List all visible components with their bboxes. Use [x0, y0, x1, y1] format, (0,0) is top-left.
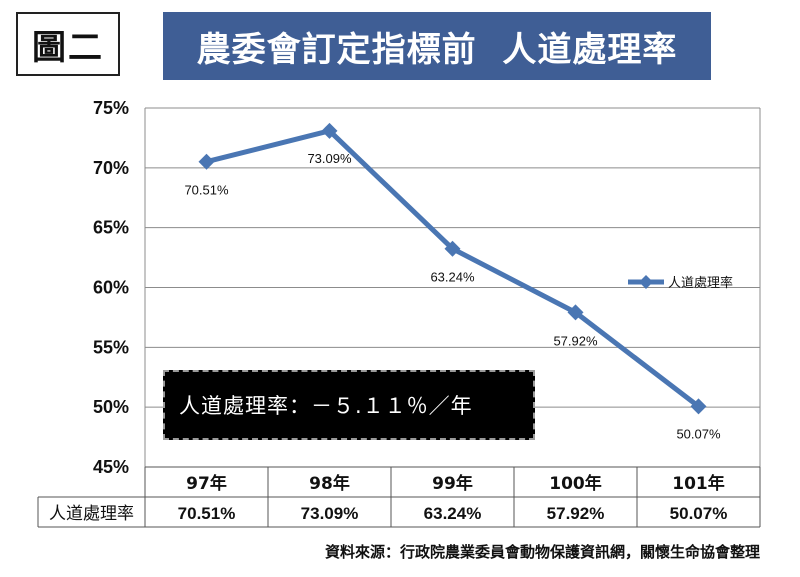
data-point-marker	[690, 398, 707, 415]
y-tick-label: 65%	[93, 218, 129, 238]
data-label: 57.92%	[553, 333, 598, 348]
legend-label: 人道處理率	[668, 275, 733, 291]
y-tick-label: 60%	[93, 278, 129, 298]
x-category-label: 98年	[309, 473, 350, 494]
data-labels: 70.51% 73.09% 63.24% 57.92% 50.07%	[184, 151, 721, 441]
series-line	[198, 122, 707, 415]
x-category-label: 97年	[186, 473, 227, 494]
data-table: 97年 70.51% 98年 73.09% 99年 63.24% 100年 57.92% 101…	[37, 466, 761, 528]
table-row-header: 人道處理率	[49, 504, 134, 524]
x-category-label: 99年	[432, 473, 473, 494]
data-label: 63.24%	[430, 270, 475, 285]
table-value: 70.51%	[178, 504, 236, 523]
table-value: 50.07%	[670, 504, 728, 523]
y-tick-label: 50%	[93, 397, 129, 417]
y-axis-ticks: 75% 70% 65% 60% 55% 50% 45%	[93, 98, 129, 477]
series-polyline	[205, 128, 701, 409]
legend: 人道處理率	[628, 275, 733, 291]
table-value: 63.24%	[424, 504, 482, 523]
y-tick-label: 75%	[93, 98, 129, 118]
chart-title: 農委會訂定指標前 人道處理率	[163, 12, 711, 80]
data-label: 73.09%	[307, 151, 352, 166]
data-point-marker	[567, 304, 584, 321]
data-point-marker	[198, 153, 215, 170]
y-tick-label: 70%	[93, 158, 129, 178]
table-value: 57.92%	[547, 504, 605, 523]
x-category-label: 101年	[672, 473, 725, 494]
y-tick-label: 55%	[93, 337, 129, 357]
data-label: 50.07%	[676, 426, 721, 441]
data-label: 70.51%	[184, 183, 229, 198]
table-value: 73.09%	[301, 504, 359, 523]
x-category-label: 100年	[549, 473, 602, 494]
y-tick-label: 45%	[93, 457, 129, 477]
source-note: 資料來源：行政院農業委員會動物保護資訊網，關懷生命協會整理	[324, 543, 760, 561]
legend-marker	[639, 275, 653, 289]
figure-label: 圖二	[16, 12, 120, 76]
annual-rate-annotation: 人道處理率：－５.１１％／年	[163, 370, 535, 440]
data-point-marker	[321, 122, 338, 139]
data-point-marker	[444, 240, 461, 257]
